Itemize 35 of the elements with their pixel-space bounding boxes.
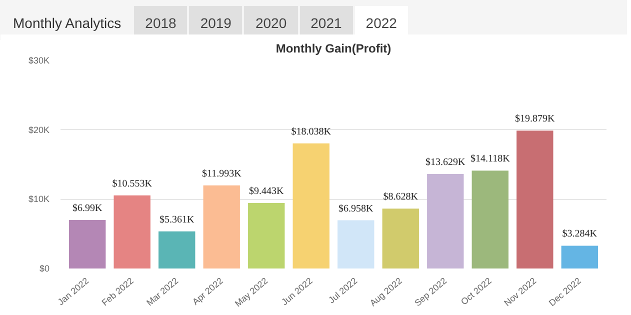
text: 2020 [244,6,298,40]
text: Monthly Analytics [2,6,132,40]
y-tick-label: $10K [28,194,50,204]
bar [427,174,464,268]
data-label: $19.879K [515,114,556,125]
bar [382,208,419,268]
text: 2018 [134,6,188,40]
bar [292,143,330,268]
data-label: $14.118K [470,154,511,165]
text: 2022 [354,6,408,40]
data-label: $5.361K [160,214,195,226]
data-label: $6.958K [338,203,374,214]
bar [248,203,285,268]
bar [561,246,598,268]
data-label: $10.553K [112,178,153,190]
y-tick-label: $0 [39,264,50,274]
data-label: $9.443K [249,186,285,198]
data-label: $11.993K [202,168,242,180]
bar [472,170,508,268]
y-tick-label: $20K [28,124,50,135]
data-label: $13.629K [426,157,466,168]
data-label: $6.99K [72,203,103,214]
bar [338,220,374,268]
text: 2019 [189,6,242,40]
data-label: $3.284K [562,228,598,240]
bar [114,195,150,268]
data-label: $18.038K [291,126,332,138]
text: 2021 [300,6,353,40]
bar [203,185,240,268]
y-tick-label: $30K [28,56,50,66]
data-label: $8.628K [383,192,419,203]
chart-title: Monthly Gain(Profit) [276,42,392,56]
bar [69,220,106,268]
bar [158,231,196,268]
bar [516,130,554,268]
